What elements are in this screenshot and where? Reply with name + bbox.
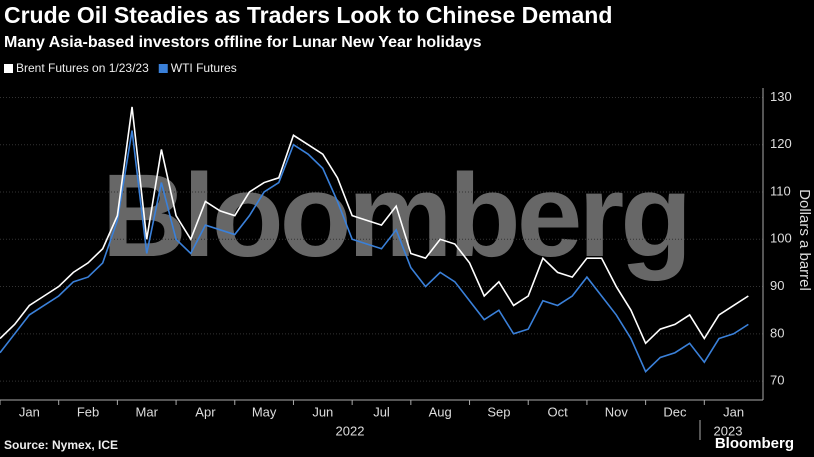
x-tick-label: Feb bbox=[77, 404, 99, 419]
x-tick-label: Dec bbox=[663, 404, 687, 419]
x-tick-label: Apr bbox=[195, 404, 216, 419]
logo: Bloomberg bbox=[715, 435, 794, 452]
watermark: Bloomberg bbox=[102, 150, 689, 282]
y-tick-label: 70 bbox=[770, 373, 784, 388]
legend-label: Brent Futures on 1/23/23 bbox=[16, 61, 149, 75]
chart-title: Crude Oil Steadies as Traders Look to Ch… bbox=[4, 2, 612, 28]
x-tick-label: Jan bbox=[723, 404, 744, 419]
y-tick-label: 100 bbox=[770, 231, 792, 246]
y-tick-label: 130 bbox=[770, 89, 792, 104]
y-tick-label: 120 bbox=[770, 136, 792, 151]
series-line bbox=[0, 130, 749, 374]
year-label: 2023 bbox=[714, 423, 743, 438]
x-tick-label: May bbox=[252, 404, 277, 419]
y-tick-label: 110 bbox=[770, 183, 791, 198]
x-tick-label: Sep bbox=[487, 404, 510, 419]
legend-label: WTI Futures bbox=[171, 61, 237, 75]
y-axis-label: Dollars a barrel bbox=[796, 189, 813, 291]
x-tick-label: Nov bbox=[605, 404, 629, 419]
chart-subtitle: Many Asia-based investors offline for Lu… bbox=[4, 34, 482, 51]
x-tick-label: Jul bbox=[373, 404, 390, 419]
x-tick-label: Jan bbox=[19, 404, 40, 419]
x-tick-label: Oct bbox=[547, 404, 568, 419]
legend-swatch bbox=[4, 64, 13, 73]
x-tick-label: Mar bbox=[136, 404, 159, 419]
x-tick-label: Jun bbox=[312, 404, 333, 419]
year-label: 2022 bbox=[336, 423, 365, 438]
y-tick-label: 80 bbox=[770, 325, 784, 340]
series-line bbox=[0, 106, 749, 345]
legend-swatch bbox=[158, 64, 168, 73]
x-tick-label: Aug bbox=[429, 404, 452, 419]
y-tick-label: 90 bbox=[770, 278, 784, 293]
source: Source: Nymex, ICE bbox=[4, 438, 118, 452]
